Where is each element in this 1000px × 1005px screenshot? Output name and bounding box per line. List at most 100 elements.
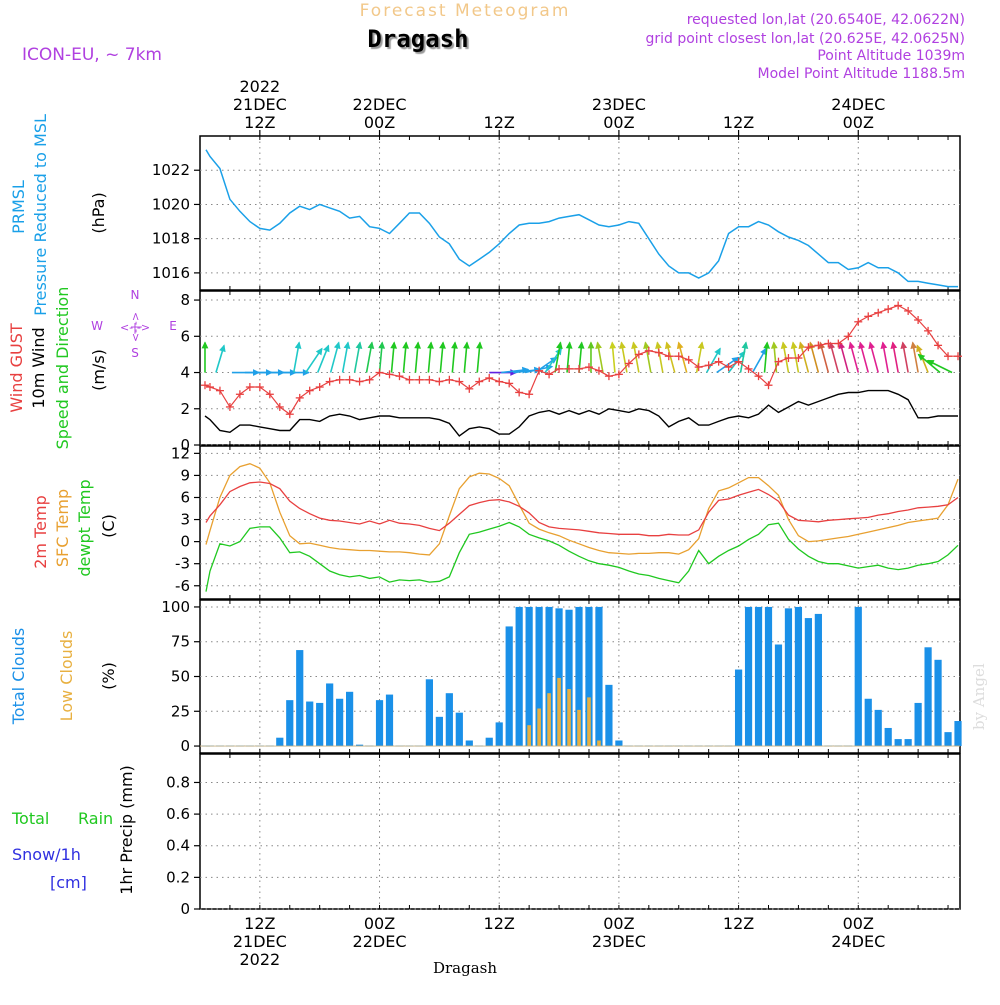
wind-gust-point xyxy=(954,352,963,361)
y-tick-label: 50 xyxy=(171,668,190,686)
location-info-line: Point Altitude 1039m xyxy=(817,48,965,64)
wind-arrow-head xyxy=(676,341,684,350)
wind-arrow-head xyxy=(463,341,470,349)
wind-direction-arrow xyxy=(890,341,899,373)
y-tick-label: 100 xyxy=(161,598,190,616)
wind-gust-point xyxy=(215,386,224,395)
wind-gust-point xyxy=(714,357,723,366)
total-cloud-bar xyxy=(954,721,962,747)
dewpt-line xyxy=(205,521,959,592)
wind-gust-point xyxy=(874,308,883,317)
wind-arrow-head xyxy=(848,341,855,350)
temp2m-axis-title: 2m Temp xyxy=(31,495,50,569)
wind-gust-point xyxy=(734,357,743,366)
wind-gust-point xyxy=(495,377,504,386)
wind-gust-point xyxy=(584,363,593,372)
top-time-label: 21DEC xyxy=(233,95,287,114)
wind-arrow-head xyxy=(916,344,923,353)
wind-gust-point xyxy=(275,402,284,411)
forecast-title: Forecast Meteogram xyxy=(360,1,571,21)
wind-axis-title: 10m Wind xyxy=(29,327,48,408)
y-tick-label: 2 xyxy=(180,400,190,418)
y-tick-label: 0 xyxy=(180,533,190,551)
wind-gust-point xyxy=(385,370,394,379)
wind-arrow-head xyxy=(294,341,302,349)
wind-direction-arrow xyxy=(609,341,617,373)
total-cloud-bar xyxy=(455,712,463,747)
wind-gust-point xyxy=(664,352,673,361)
wind-gust-point xyxy=(744,364,753,373)
low-cloud-bar xyxy=(577,709,581,747)
wind-direction-arrow xyxy=(414,341,421,373)
pressure-axis-title: PRMSL xyxy=(9,180,28,234)
total-cloud-bar xyxy=(545,606,553,747)
wind-direction-arrow xyxy=(763,341,771,373)
wind-direction-arrow xyxy=(739,341,749,373)
wind-gust-point xyxy=(604,372,613,381)
wind-arrow-head xyxy=(868,341,875,350)
wind-gust-point xyxy=(235,390,244,399)
wind-gust-point xyxy=(674,352,683,361)
wind-arrow-head xyxy=(343,341,351,349)
wind-gust-point xyxy=(884,305,893,314)
total-cloud-bar xyxy=(585,606,593,747)
y-tick-label: 1016 xyxy=(152,264,190,282)
wind-gust-point xyxy=(694,363,703,372)
total-cloud-bar xyxy=(754,606,763,747)
wind-direction-arrow xyxy=(292,341,302,373)
total-cloud-bar xyxy=(286,700,294,747)
wind-direction-arrow xyxy=(305,347,323,373)
bottom-time-label: 21DEC xyxy=(233,932,287,951)
total-cloud-bar xyxy=(864,698,872,747)
total-cloud-bar xyxy=(296,650,304,747)
y-tick-label: 3 xyxy=(180,511,190,529)
wind-gust-point xyxy=(305,386,314,395)
compass-ew-arrow: <-|-> xyxy=(120,321,150,334)
wind-gust-point xyxy=(295,393,304,402)
total-cloud-bar xyxy=(615,740,623,747)
wind-arrow-head xyxy=(790,341,798,349)
wind-gust-point xyxy=(794,354,803,363)
wind-arrow-head xyxy=(900,341,908,349)
wind-arrow-head xyxy=(414,341,421,349)
wind-arrow-head xyxy=(780,341,788,349)
total-cloud-bar xyxy=(425,679,433,747)
total-cloud-bar xyxy=(764,606,773,747)
total-cloud-bar xyxy=(904,739,912,747)
y-tick-label: 1022 xyxy=(152,161,190,179)
precip-rain-label: Rain xyxy=(78,809,113,828)
wind-arrow-head xyxy=(451,341,458,349)
compass-w: W xyxy=(91,319,103,333)
wind-gust-point xyxy=(445,375,454,384)
snow-unit-label: [cm] xyxy=(50,873,87,892)
total-cloud-bar xyxy=(924,647,932,747)
total-cloud-bar xyxy=(465,740,473,747)
wind-arrow-head xyxy=(643,341,650,349)
wind-direction-arrow xyxy=(595,341,604,373)
wind-direction-arrow xyxy=(365,341,375,373)
wind-unit: (m/s) xyxy=(89,349,108,391)
wind-direction-arrow xyxy=(910,341,919,373)
total-cloud-bar xyxy=(346,691,354,747)
wind-arrow-head xyxy=(565,341,573,349)
wind-gust-point xyxy=(475,377,484,386)
wind-gust-point xyxy=(904,306,913,315)
y-tick-label: 6 xyxy=(180,327,190,345)
total-cloud-bar xyxy=(804,618,812,747)
wind-direction-arrow xyxy=(868,341,879,373)
total-cloud-bar xyxy=(914,702,922,747)
low-cloud-bar xyxy=(597,740,601,747)
panel-frame xyxy=(199,135,961,291)
bottom-time-label: 2022 xyxy=(239,950,280,969)
wind-arrow-head xyxy=(476,341,483,349)
y-tick-label: 25 xyxy=(171,702,190,720)
wind-direction-arrow xyxy=(378,341,386,373)
wind-gust-point xyxy=(335,375,344,384)
total-cloud-bar xyxy=(884,727,892,747)
wind-gust-point xyxy=(634,350,643,359)
wind-arrow-head xyxy=(631,341,638,349)
wind-gust-point xyxy=(455,377,464,386)
bottom-time-label: 23DEC xyxy=(592,932,646,951)
total-cloud-bar xyxy=(435,716,443,747)
total-cloud-bar xyxy=(794,606,803,747)
